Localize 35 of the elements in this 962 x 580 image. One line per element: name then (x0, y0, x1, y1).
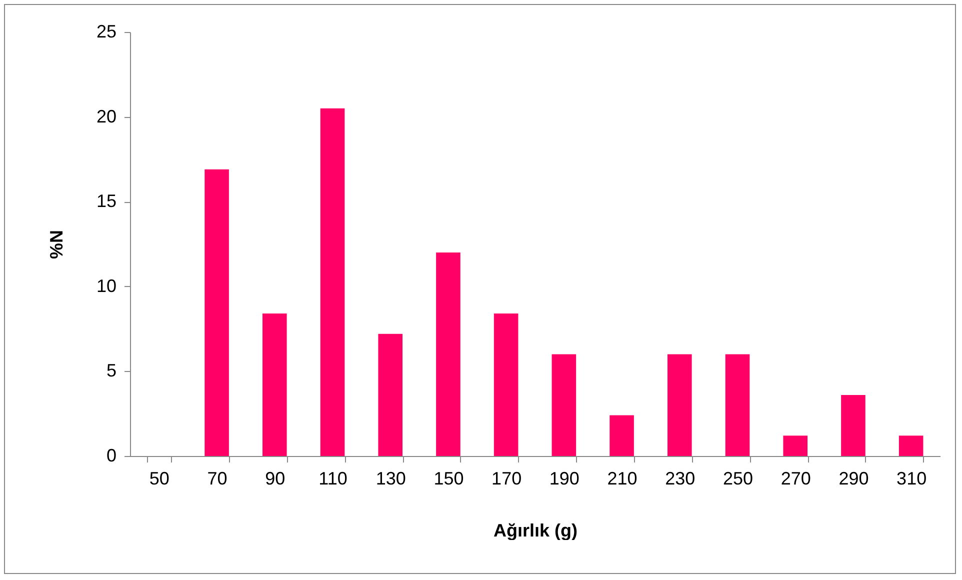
bar (204, 169, 229, 456)
y-tick-label: 20 (96, 106, 116, 126)
y-tick-label: 5 (106, 360, 116, 381)
x-tick-label: 230 (665, 468, 696, 488)
x-tick-label: 50 (149, 468, 170, 488)
x-tick-label: 130 (376, 468, 406, 488)
bar (898, 436, 924, 456)
bar (320, 108, 345, 456)
x-tick-label: 90 (265, 468, 286, 488)
bar (610, 415, 634, 456)
bar (667, 354, 692, 456)
y-tick-label: 10 (96, 276, 116, 296)
x-tick-label: 290 (838, 468, 869, 488)
x-axis-title: Ağırlık (g) (494, 520, 578, 540)
bar (841, 394, 866, 456)
x-tick-label: 170 (492, 468, 522, 488)
bar (725, 354, 750, 456)
bar (436, 252, 460, 456)
y-axis-title: %N (46, 230, 66, 260)
x-tick-label: 150 (434, 468, 464, 488)
x-tick-label: 250 (722, 468, 754, 488)
y-tick-label: 0 (106, 446, 116, 466)
bar (783, 436, 808, 456)
bar (552, 354, 576, 456)
bar (378, 334, 403, 456)
x-tick-label: 110 (318, 468, 348, 488)
x-tick-label: 190 (549, 468, 580, 488)
x-tick-label: 270 (780, 468, 811, 488)
x-tick-label: 210 (607, 468, 638, 488)
x-tick-label: 310 (896, 468, 927, 488)
bar (494, 314, 518, 456)
y-tick-label: 15 (96, 191, 116, 212)
y-tick-label: 25 (96, 22, 116, 42)
bar (262, 314, 287, 456)
x-tick-label: 70 (207, 468, 228, 488)
